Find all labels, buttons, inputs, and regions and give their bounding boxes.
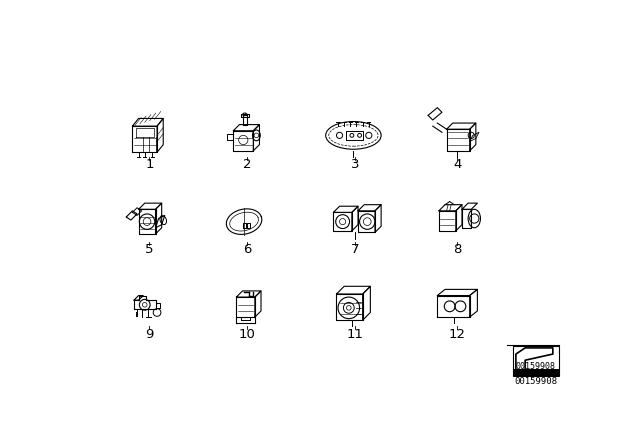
- Text: 7: 7: [351, 243, 359, 256]
- Text: 6: 6: [243, 243, 252, 256]
- Text: 5: 5: [145, 243, 154, 256]
- Text: 8: 8: [453, 243, 461, 256]
- Text: 2: 2: [243, 158, 252, 171]
- Text: 4: 4: [453, 158, 461, 171]
- Text: 10: 10: [239, 327, 255, 340]
- Text: 3: 3: [351, 158, 359, 171]
- Text: 12: 12: [449, 327, 466, 340]
- Text: 00159908: 00159908: [516, 362, 556, 371]
- Text: 11: 11: [346, 327, 364, 340]
- Text: 00159908: 00159908: [515, 377, 557, 386]
- Polygon shape: [515, 370, 559, 375]
- Text: 9: 9: [145, 327, 154, 340]
- Text: 1: 1: [145, 158, 154, 171]
